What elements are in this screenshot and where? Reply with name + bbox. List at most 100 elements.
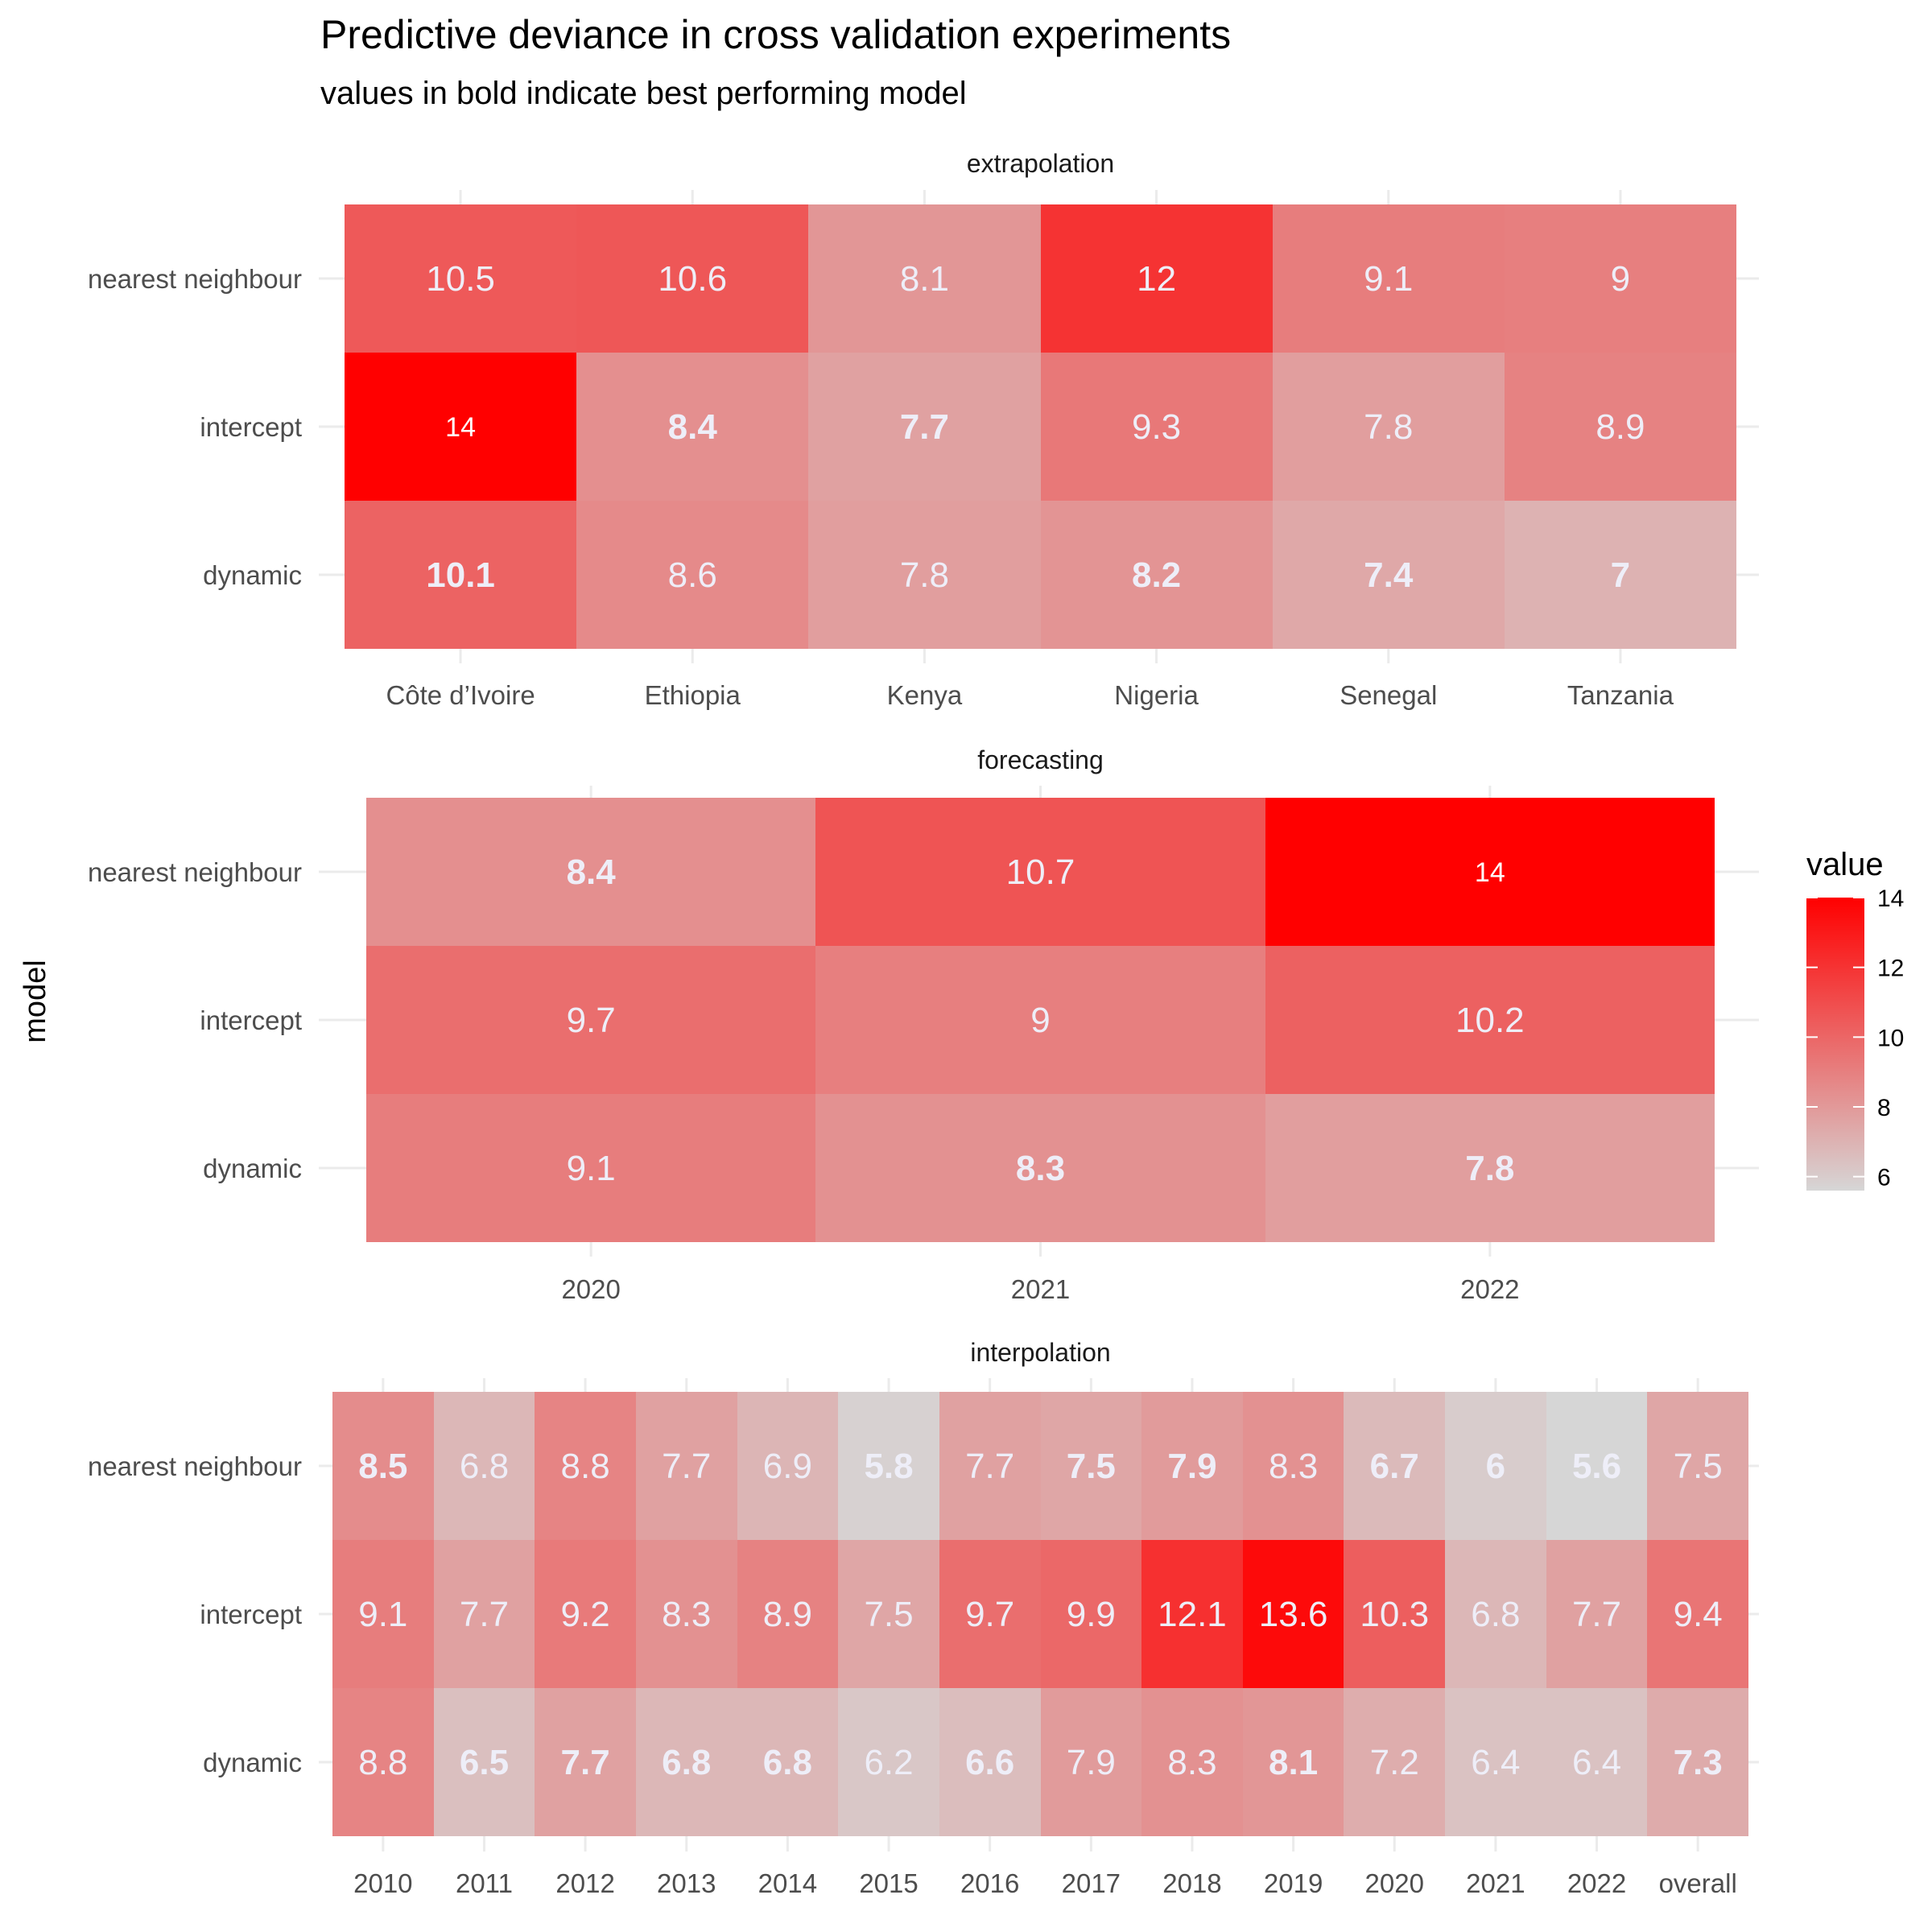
heatmap-tile bbox=[1265, 1094, 1715, 1242]
data-label: 7.7 bbox=[460, 1595, 509, 1634]
data-label: 13.6 bbox=[1259, 1595, 1328, 1634]
data-label: 6 bbox=[1486, 1447, 1505, 1486]
heatmap-tile bbox=[1273, 353, 1505, 501]
heatmap-tile bbox=[838, 1392, 939, 1540]
panel-tiles bbox=[332, 1392, 1748, 1836]
panel-forecasting: forecasting 8.4 10.7 14 9.7 9 10.2 9.1 8.3 7.8 nea… bbox=[88, 745, 1759, 1304]
x-tick-label: 2017 bbox=[1062, 1868, 1121, 1898]
data-label: 7.9 bbox=[1067, 1743, 1116, 1782]
panel-tiles bbox=[366, 798, 1715, 1242]
data-label: 7.2 bbox=[1370, 1743, 1419, 1782]
heatmap-tile bbox=[1344, 1540, 1445, 1688]
data-label: 7.7 bbox=[900, 407, 949, 447]
heatmap-tile bbox=[1647, 1688, 1748, 1836]
panel-extrapolation: extrapolation 10.5 10.6 8.1 12 9.1 9 14 8.4 7.7 9.… bbox=[88, 149, 1759, 710]
data-label: 8.6 bbox=[668, 555, 717, 595]
data-label: 8.2 bbox=[1132, 555, 1181, 595]
data-label: 8.5 bbox=[358, 1447, 407, 1486]
heatmap-tile bbox=[366, 946, 815, 1094]
x-tick-label: Nigeria bbox=[1114, 680, 1199, 710]
panel-value-labels: 8.4 10.7 14 9.7 9 10.2 9.1 8.3 7.8 bbox=[567, 852, 1525, 1188]
data-label: 5.6 bbox=[1572, 1447, 1621, 1486]
legend-ticks: 6 8 10 12 14 bbox=[1806, 886, 1904, 1191]
data-label: 7.4 bbox=[1364, 555, 1414, 595]
heatmap-tile bbox=[808, 204, 1041, 353]
y-tick-label: intercept bbox=[200, 1005, 302, 1035]
heatmap-tile bbox=[1243, 1688, 1344, 1836]
heatmap-tile bbox=[636, 1392, 737, 1540]
heatmap-tile bbox=[737, 1540, 838, 1688]
data-label: 7.7 bbox=[1572, 1595, 1621, 1634]
data-label: 9.7 bbox=[965, 1595, 1014, 1634]
x-tick-label: 2012 bbox=[555, 1868, 614, 1898]
y-tick-label: nearest neighbour bbox=[88, 1451, 302, 1481]
heatmap-tile bbox=[737, 1392, 838, 1540]
data-label: 7.5 bbox=[864, 1595, 913, 1634]
data-label: 10.7 bbox=[1006, 852, 1075, 892]
heatmap-tile bbox=[939, 1688, 1041, 1836]
data-label: 8.8 bbox=[561, 1447, 610, 1486]
heatmap-tile bbox=[1265, 946, 1715, 1094]
data-label: 14 bbox=[445, 412, 476, 443]
data-label: 9.9 bbox=[1067, 1595, 1116, 1634]
data-label: 12.1 bbox=[1158, 1595, 1227, 1634]
legend-tick-label: 8 bbox=[1877, 1095, 1891, 1121]
heatmap-tile bbox=[1344, 1688, 1445, 1836]
heatmap-tile bbox=[1647, 1392, 1748, 1540]
data-label: 14 bbox=[1475, 857, 1505, 888]
panel-value-labels: 8.5 6.8 8.8 7.7 6.9 5.8 7.7 7.5 7.9 8.3 6.7 6 5.6 7.5… bbox=[358, 1447, 1723, 1782]
data-label: 8.9 bbox=[1596, 407, 1645, 447]
panels-group: extrapolation 10.5 10.6 8.1 12 9.1 9 14 8.4 7.7 9.… bbox=[88, 149, 1759, 1898]
x-tick-label: Ethiopia bbox=[645, 680, 741, 710]
data-label: 9.3 bbox=[1132, 407, 1181, 447]
x-tick-labels: Côte d’Ivoire Ethiopia Kenya Nigeria Senegal… bbox=[386, 680, 1674, 710]
x-tick-label: Tanzania bbox=[1567, 680, 1674, 710]
heatmap-tile bbox=[815, 798, 1265, 946]
heatmap-tile bbox=[815, 946, 1265, 1094]
heatmap-tile bbox=[1445, 1688, 1546, 1836]
data-label: 9.1 bbox=[358, 1595, 407, 1634]
heatmap-tile bbox=[576, 204, 808, 353]
legend-colorbar bbox=[1806, 898, 1864, 1191]
y-tick-label: dynamic bbox=[203, 1748, 302, 1777]
data-label: 7.5 bbox=[1067, 1447, 1116, 1486]
data-label: 8.3 bbox=[1167, 1743, 1216, 1782]
heatmap-tile bbox=[1344, 1392, 1445, 1540]
heatmap-tile bbox=[1141, 1392, 1243, 1540]
data-label: 12 bbox=[1137, 259, 1176, 299]
heatmap-tile bbox=[345, 204, 576, 353]
x-tick-label: 2010 bbox=[353, 1868, 412, 1898]
heatmap-tile bbox=[1273, 501, 1505, 649]
data-label: 6.2 bbox=[864, 1743, 913, 1782]
data-label: 8.3 bbox=[662, 1595, 711, 1634]
heatmap-tile bbox=[434, 1540, 535, 1688]
heatmap-tile bbox=[1505, 204, 1736, 353]
heatmap-tile bbox=[1243, 1392, 1344, 1540]
data-label: 8.8 bbox=[358, 1743, 407, 1782]
heatmap-tile bbox=[815, 1094, 1265, 1242]
y-tick-labels: nearest neighbour intercept dynamic bbox=[88, 857, 302, 1183]
legend-title: value bbox=[1806, 847, 1884, 882]
data-label: 10.1 bbox=[426, 555, 495, 595]
heatmap-tile bbox=[1546, 1688, 1647, 1836]
data-label: 7.7 bbox=[561, 1743, 610, 1782]
heatmap-tile bbox=[1141, 1688, 1243, 1836]
data-label: 7 bbox=[1611, 555, 1630, 595]
x-tick-labels: 2020 2021 2022 bbox=[561, 1274, 1519, 1304]
data-label: 9.7 bbox=[567, 1001, 616, 1040]
data-label: 8.3 bbox=[1269, 1447, 1318, 1486]
data-label: 5.8 bbox=[864, 1447, 913, 1486]
chart-title: Predictive deviance in cross validation … bbox=[320, 12, 1231, 57]
data-label: 6.7 bbox=[1370, 1447, 1419, 1486]
data-label: 7.8 bbox=[1364, 407, 1413, 447]
x-tick-label: 2015 bbox=[859, 1868, 918, 1898]
panel-title: extrapolation bbox=[967, 149, 1114, 178]
x-tick-labels: 2010 2011 2012 2013 2014 2015 2016 2017 2018 2019… bbox=[353, 1868, 1737, 1898]
data-label: 7.8 bbox=[900, 555, 949, 595]
heatmap-tile bbox=[1041, 1540, 1141, 1688]
heatmap-tile bbox=[636, 1688, 737, 1836]
heatmap-tile bbox=[838, 1540, 939, 1688]
y-tick-label: dynamic bbox=[203, 1154, 302, 1183]
x-tick-label: 2021 bbox=[1011, 1274, 1070, 1304]
